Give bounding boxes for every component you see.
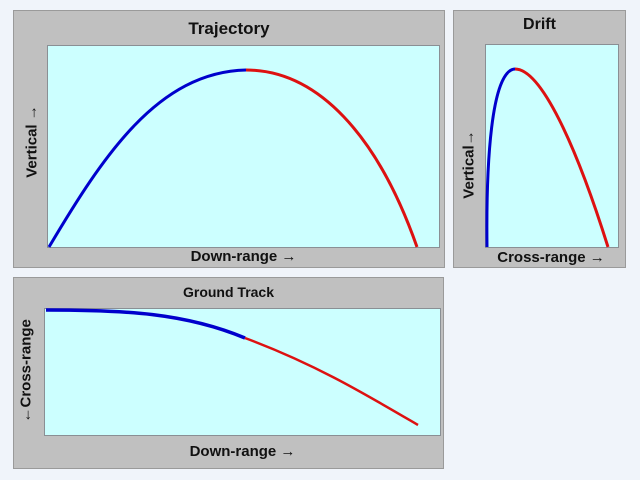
drift-curve (485, 67, 610, 248)
drift-descending-line (514, 67, 610, 248)
trajectory-curve (47, 68, 419, 248)
trajectory-panel: Trajectory Vertical → Down-range → (13, 10, 445, 268)
trajectory-plot-area (47, 45, 440, 248)
ground-track-plot-area (44, 308, 441, 436)
trajectory-x-axis-label: Down-range → (190, 248, 297, 265)
trajectory-descending-line (245, 68, 419, 248)
ground-track-x-axis-label: Down-range → (189, 443, 296, 460)
drift-y-axis-label: Vertical→ (460, 130, 478, 199)
ground-track-y-axis-label: ←Cross-range (17, 319, 35, 423)
drift-plot-area (485, 44, 619, 248)
trajectory-title: Trajectory (188, 19, 270, 38)
ground-track-ascending-line (45, 308, 246, 340)
drift-panel: Drift Vertical→ Cross-range → (453, 10, 626, 268)
trajectory-y-axis-label: Vertical → (23, 105, 41, 178)
trajectory-ascending-line (47, 68, 247, 248)
drift-title: Drift (523, 16, 556, 33)
ground-track-panel: Ground Track ←Cross-range Down-range → (13, 277, 444, 469)
ground-track-descending-line (244, 336, 419, 427)
ground-track-title: Ground Track (182, 284, 275, 300)
ground-track-curve (45, 308, 419, 427)
drift-ascending-line (485, 67, 516, 248)
drift-x-axis-label: Cross-range → (497, 249, 605, 266)
